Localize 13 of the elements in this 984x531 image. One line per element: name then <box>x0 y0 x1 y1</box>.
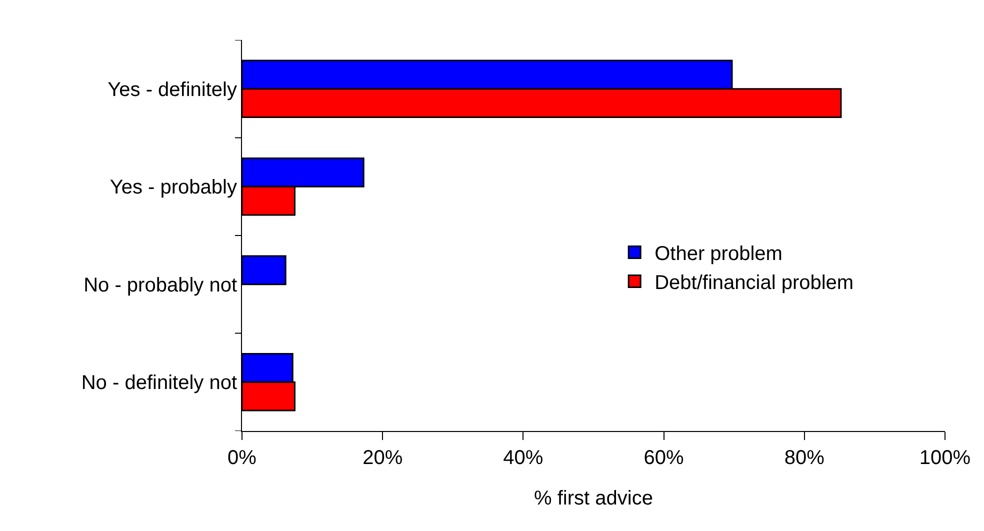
x-tick-label: 40% <box>503 447 544 469</box>
x-tick-label: 80% <box>784 447 825 469</box>
legend-label: Other problem <box>654 243 782 266</box>
y-tick-label: No - definitely not <box>81 372 238 394</box>
y-tick-label: Yes - definitely <box>108 78 237 101</box>
y-tick-label: No - probably not <box>84 274 238 296</box>
legend-label: Debt/financial problem <box>654 272 854 294</box>
x-tick-label: 60% <box>644 447 684 469</box>
x-tick-label: 0% <box>228 447 257 469</box>
y-tick-label: Yes - probably <box>110 176 237 199</box>
x-tick-label: 100% <box>919 447 971 469</box>
x-tick-label: 20% <box>362 447 403 469</box>
x-axis-title: % first advice <box>534 488 653 510</box>
